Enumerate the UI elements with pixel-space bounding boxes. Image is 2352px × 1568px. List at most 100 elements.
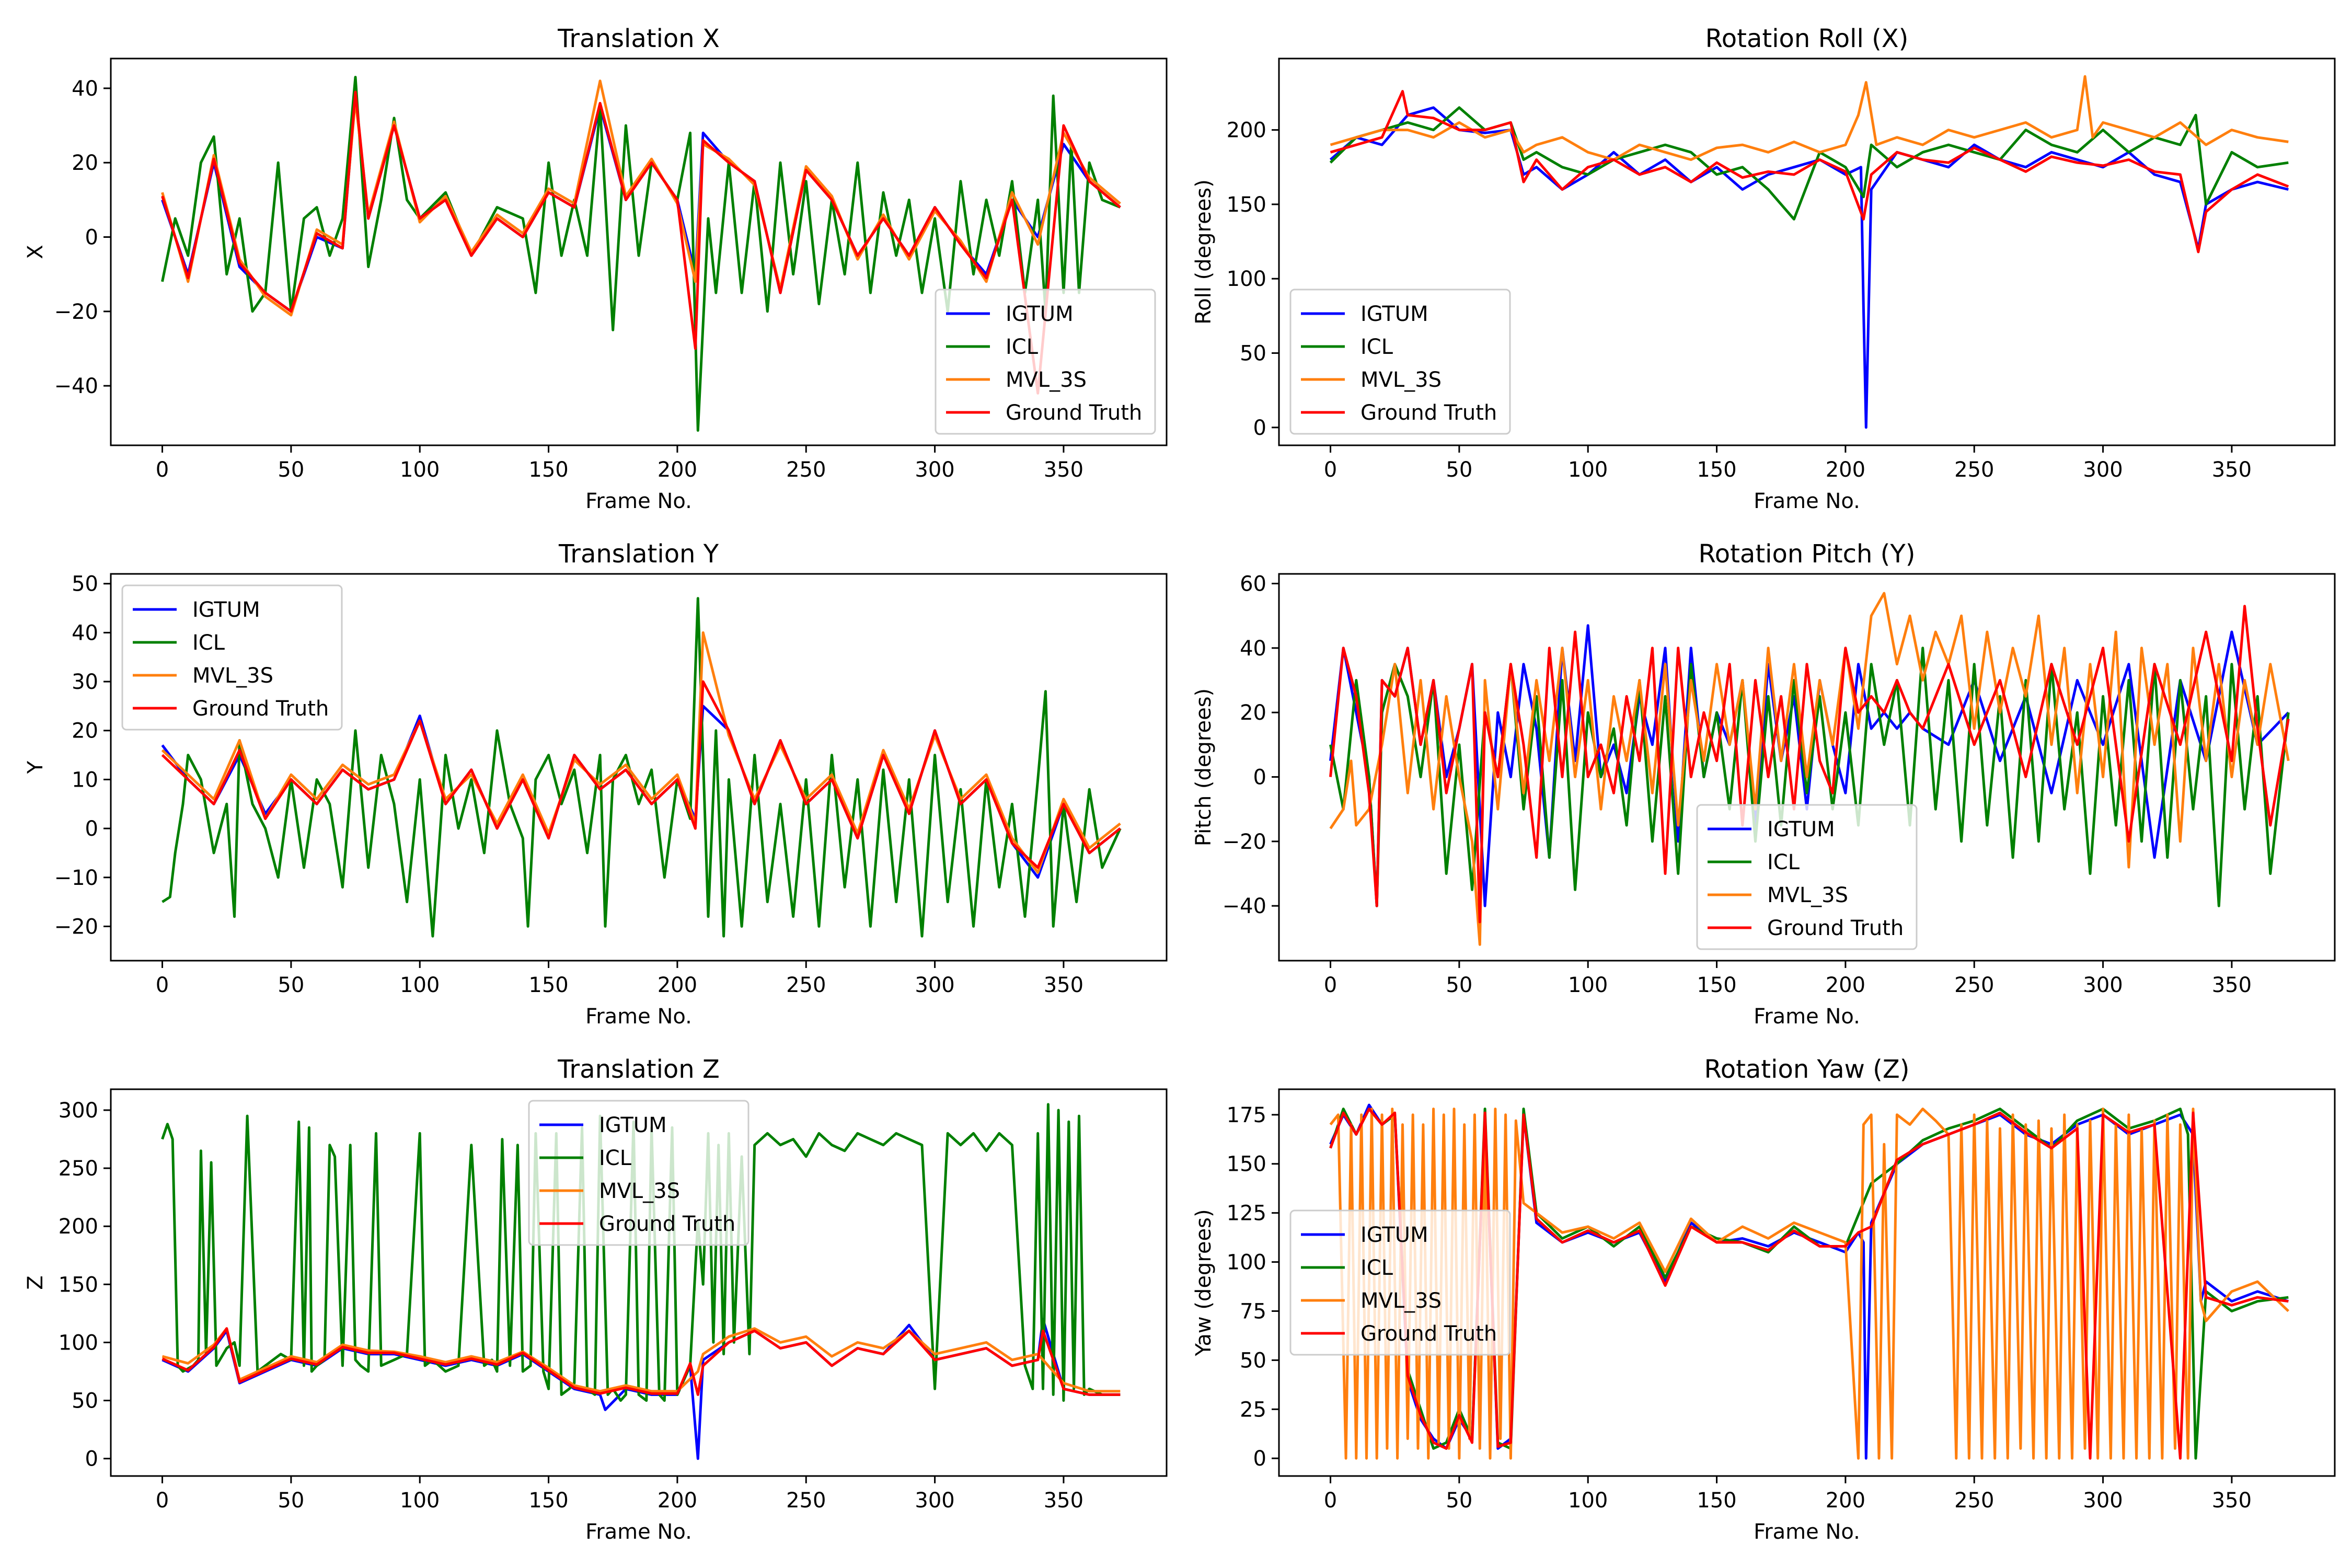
chart-1-xtick-label: 150 — [528, 458, 568, 482]
chart-1-xtick-label: 250 — [786, 458, 826, 482]
chart-4-ytick-label: 40 — [1240, 637, 1266, 661]
chart-5-xtick-label: 200 — [658, 1489, 697, 1513]
chart-2-ylabel: Roll (degrees) — [1192, 179, 1216, 325]
chart-2: Rotation Roll (X) 0 50 100 150 200 250 300 350 0 5… — [1192, 24, 2336, 513]
chart-3-ytick-label: 10 — [72, 768, 98, 792]
chart-1-title: Translation X — [557, 24, 720, 53]
chart-2-xtick-label: 0 — [1324, 458, 1337, 482]
chart-1-xtick-label: 50 — [278, 458, 304, 482]
chart-6-ytick-label: 125 — [1227, 1202, 1266, 1226]
chart-3-series-ground-truth — [161, 680, 1121, 869]
chart-4-legend-label: ICL — [1767, 850, 1800, 874]
chart-3-xtick-label: 150 — [528, 973, 568, 997]
chart-2-title: Rotation Roll (X) — [1705, 24, 1909, 53]
chart-5-ylabel: Z — [24, 1275, 48, 1289]
chart-4-legend-label: MVL_3S — [1767, 883, 1848, 907]
chart-1-legend-label: ICL — [1006, 335, 1039, 359]
chart-5-ytick-label: 100 — [59, 1331, 98, 1355]
chart-6-ytick-label: 0 — [1253, 1447, 1266, 1471]
chart-3-legend: IGTUM ICL MVL_3S Ground Truth — [121, 584, 343, 731]
chart-4-legend-label: IGTUM — [1767, 817, 1835, 841]
chart-1-series-mvl-3s — [161, 79, 1121, 317]
chart-5-ytick-label: 250 — [59, 1157, 98, 1181]
chart-4-xtick-label: 300 — [2083, 973, 2123, 997]
chart-5-legend-label: IGTUM — [599, 1113, 667, 1137]
chart-6-series-ground-truth — [1329, 1108, 2289, 1460]
chart-4-xtick-label: 200 — [1826, 973, 1865, 997]
chart-6-xtick-label: 100 — [1568, 1489, 1608, 1513]
chart-5-legend-label: Ground Truth — [599, 1212, 735, 1236]
chart-2-xlabel: Frame No. — [1754, 489, 1860, 513]
chart-5-series-ground-truth — [162, 1327, 1121, 1396]
chart-6-legend-label: ICL — [1361, 1256, 1393, 1280]
chart-1-xtick-label: 0 — [156, 458, 169, 482]
chart-6-legend: IGTUM ICL MVL_3S Ground Truth — [1289, 1209, 1511, 1356]
chart-3-legend-label: Ground Truth — [192, 697, 329, 721]
chart-5-ytick-label: 50 — [72, 1389, 98, 1413]
chart-2-xtick-label: 100 — [1568, 458, 1608, 482]
chart-6-xtick-label: 0 — [1324, 1489, 1337, 1513]
chart-3-xlabel: Frame No. — [585, 1005, 692, 1029]
chart-1-xlabel: Frame No. — [585, 489, 692, 513]
chart-1-ytick-label: 20 — [72, 151, 98, 175]
chart-3-xtick-label: 100 — [400, 973, 440, 997]
chart-6-ytick-label: 75 — [1240, 1299, 1266, 1323]
chart-2-xtick-label: 50 — [1446, 458, 1472, 482]
chart-2-xtick-label: 200 — [1826, 458, 1865, 482]
chart-4-ytick-label: 60 — [1240, 572, 1266, 596]
chart-5-ytick-label: 0 — [85, 1447, 98, 1471]
chart-5-series-icl — [161, 1103, 1121, 1402]
chart-1-xtick-label: 200 — [658, 458, 697, 482]
chart-4-legend: IGTUM ICL MVL_3S Ground Truth — [1696, 804, 1918, 950]
chart-2-legend-label: MVL_3S — [1361, 368, 1442, 392]
chart-2-series-ground-truth — [1330, 90, 2289, 253]
chart-3-ytick-label: 40 — [72, 621, 98, 645]
chart-1-ytick-label: 40 — [72, 77, 98, 101]
chart-6-xtick-label: 350 — [2212, 1489, 2252, 1513]
chart-3-ytick-label: 30 — [72, 670, 98, 694]
chart-5-legend-label: ICL — [599, 1146, 632, 1170]
chart-6-xtick-label: 150 — [1697, 1489, 1736, 1513]
chart-2-legend-label: Ground Truth — [1361, 401, 1497, 425]
chart-1-ytick-label: −40 — [54, 374, 98, 398]
chart-3-ytick-label: −10 — [54, 866, 98, 890]
chart-2-series-mvl-3s — [1330, 75, 2289, 161]
chart-4-xtick-label: 350 — [2212, 973, 2252, 997]
chart-6-xtick-label: 250 — [1954, 1489, 1994, 1513]
chart-5-title: Translation Z — [557, 1055, 720, 1084]
chart-6-series-icl — [1329, 1108, 2289, 1460]
chart-4-xtick-label: 50 — [1446, 973, 1472, 997]
chart-2-xtick-label: 150 — [1697, 458, 1736, 482]
chart-4-xtick-label: 150 — [1697, 973, 1736, 997]
chart-1-xtick-label: 350 — [1044, 458, 1083, 482]
chart-5-series-mvl-3s — [162, 1327, 1121, 1393]
chart-1-legend-label: IGTUM — [1006, 302, 1074, 326]
chart-4-xlabel: Frame No. — [1754, 1005, 1860, 1029]
chart-5: Translation Z 0 50 100 150 200 250 300 350 0 50 100… — [24, 1055, 1168, 1544]
chart-2-legend: IGTUM ICL MVL_3S Ground Truth — [1289, 289, 1511, 435]
chart-5-xtick-label: 250 — [786, 1489, 826, 1513]
chart-2-xtick-label: 350 — [2212, 458, 2252, 482]
chart-4-ytick-label: −40 — [1223, 894, 1266, 918]
chart-5-xtick-label: 300 — [915, 1489, 954, 1513]
chart-3-xtick-label: 200 — [658, 973, 697, 997]
chart-3-legend-label: MVL_3S — [192, 664, 273, 688]
chart-3-xtick-label: 250 — [786, 973, 826, 997]
chart-4-ytick-label: 20 — [1240, 701, 1266, 725]
chart-3-title: Translation Y — [558, 539, 719, 569]
chart-1-ytick-label: −20 — [54, 300, 98, 324]
chart-6-legend-label: MVL_3S — [1361, 1289, 1442, 1313]
chart-1-xtick-label: 300 — [915, 458, 954, 482]
chart-5-xtick-label: 100 — [400, 1489, 440, 1513]
chart-1-xtick-label: 100 — [400, 458, 440, 482]
chart-4-series-mvl-3s — [1329, 592, 2290, 946]
chart-6-axes-frame — [1278, 1088, 2336, 1477]
chart-3-xtick-label: 350 — [1044, 973, 1083, 997]
chart-1-ylabel: X — [24, 245, 48, 259]
chart-6-xtick-label: 200 — [1826, 1489, 1865, 1513]
chart-5-legend: IGTUM ICL MVL_3S Ground Truth — [528, 1100, 750, 1246]
chart-4-title: Rotation Pitch (Y) — [1699, 539, 1916, 569]
chart-4-axes-frame — [1278, 573, 2336, 962]
chart-6-legend-label: IGTUM — [1361, 1223, 1428, 1247]
